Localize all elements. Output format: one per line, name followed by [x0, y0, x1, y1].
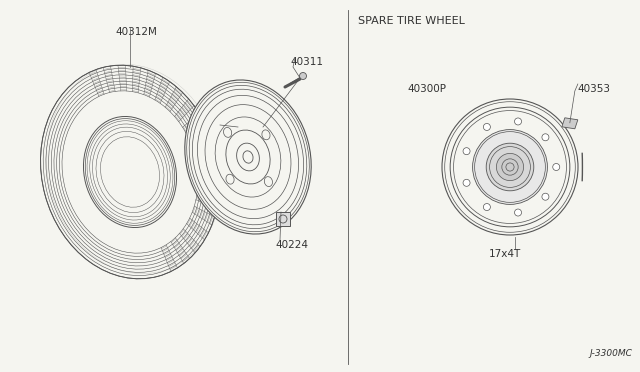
Circle shape — [553, 164, 560, 170]
Circle shape — [515, 209, 522, 216]
Ellipse shape — [442, 99, 578, 235]
Ellipse shape — [472, 129, 547, 204]
Ellipse shape — [497, 153, 524, 180]
Circle shape — [463, 148, 470, 155]
Circle shape — [515, 118, 522, 125]
Text: 17x4T: 17x4T — [489, 249, 521, 259]
Text: J-3300MC: J-3300MC — [589, 349, 632, 358]
Circle shape — [483, 124, 490, 131]
Circle shape — [300, 73, 307, 80]
Text: 40353: 40353 — [578, 84, 611, 94]
FancyBboxPatch shape — [276, 212, 290, 226]
Polygon shape — [562, 118, 578, 129]
Text: 40300P: 40300P — [408, 84, 447, 94]
Ellipse shape — [40, 65, 220, 279]
Text: 40224: 40224 — [275, 240, 308, 250]
Circle shape — [483, 203, 490, 211]
Circle shape — [463, 179, 470, 186]
Text: 40311: 40311 — [290, 57, 323, 67]
Text: 40300P: 40300P — [196, 124, 235, 134]
Ellipse shape — [83, 116, 177, 228]
Circle shape — [542, 193, 549, 200]
Ellipse shape — [185, 80, 311, 234]
Text: SPARE TIRE WHEEL: SPARE TIRE WHEEL — [358, 16, 465, 26]
Circle shape — [542, 134, 549, 141]
Text: 40312M: 40312M — [115, 27, 157, 37]
Ellipse shape — [486, 143, 534, 191]
